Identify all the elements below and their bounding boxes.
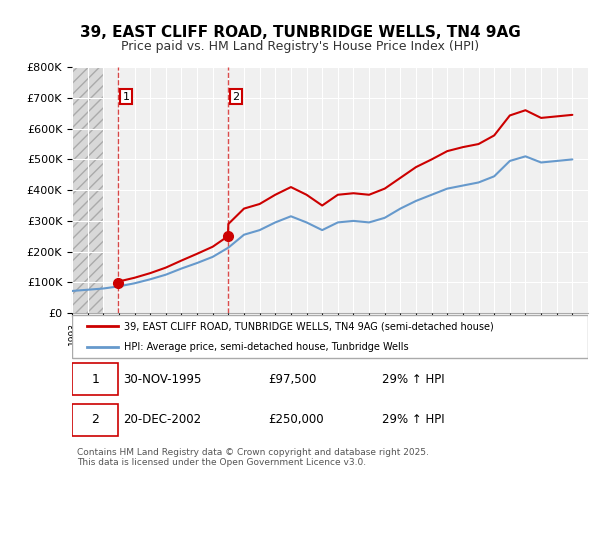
Text: 1: 1 [91, 372, 99, 386]
Text: 30-NOV-1995: 30-NOV-1995 [124, 372, 202, 386]
Text: Contains HM Land Registry data © Crown copyright and database right 2025.
This d: Contains HM Land Registry data © Crown c… [77, 448, 429, 467]
Text: 29% ↑ HPI: 29% ↑ HPI [382, 413, 444, 427]
Text: 2: 2 [233, 92, 240, 102]
Text: 29% ↑ HPI: 29% ↑ HPI [382, 372, 444, 386]
FancyBboxPatch shape [72, 404, 118, 436]
Polygon shape [72, 67, 103, 313]
Text: HPI: Average price, semi-detached house, Tunbridge Wells: HPI: Average price, semi-detached house,… [124, 342, 408, 352]
Text: £97,500: £97,500 [268, 372, 316, 386]
Text: 2: 2 [91, 413, 99, 427]
FancyBboxPatch shape [72, 315, 588, 358]
Text: Price paid vs. HM Land Registry's House Price Index (HPI): Price paid vs. HM Land Registry's House … [121, 40, 479, 53]
Text: 1: 1 [122, 92, 130, 102]
Text: £250,000: £250,000 [268, 413, 324, 427]
Text: 20-DEC-2002: 20-DEC-2002 [124, 413, 202, 427]
Text: 39, EAST CLIFF ROAD, TUNBRIDGE WELLS, TN4 9AG (semi-detached house): 39, EAST CLIFF ROAD, TUNBRIDGE WELLS, TN… [124, 321, 493, 332]
Text: 39, EAST CLIFF ROAD, TUNBRIDGE WELLS, TN4 9AG: 39, EAST CLIFF ROAD, TUNBRIDGE WELLS, TN… [80, 25, 520, 40]
FancyBboxPatch shape [72, 363, 118, 395]
